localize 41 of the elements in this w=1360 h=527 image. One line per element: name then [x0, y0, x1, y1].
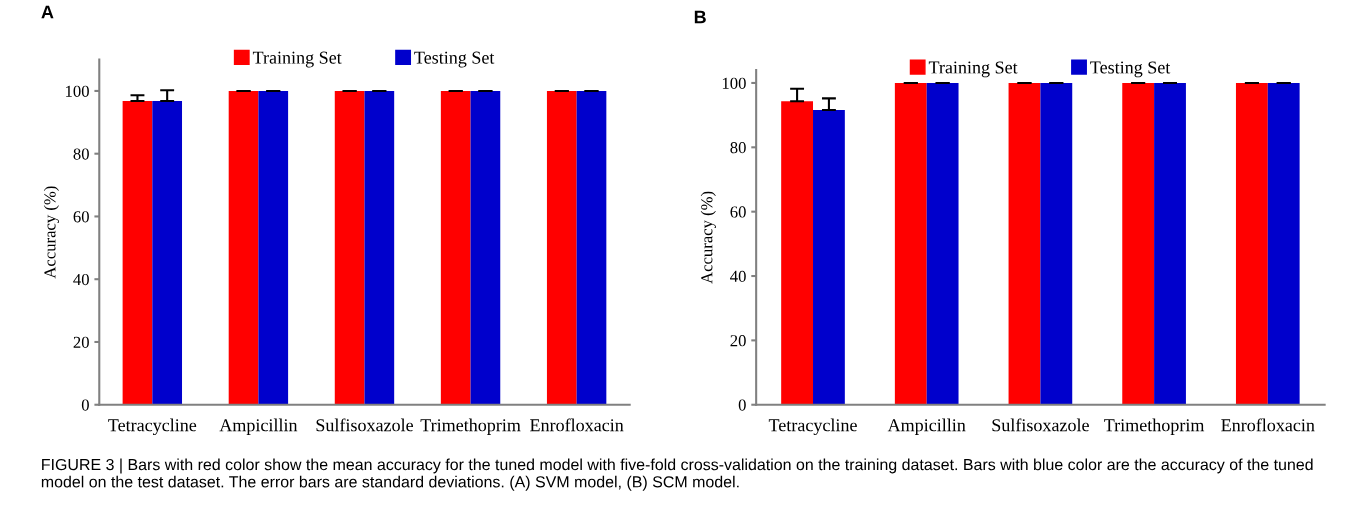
y-tick-label: 40 [730, 270, 746, 282]
chart-title: B [694, 10, 706, 24]
legend-label: Training Set [252, 51, 342, 68]
bar [781, 101, 814, 405]
x-tick-label: Trimethoprim [1104, 418, 1205, 435]
bar [1040, 82, 1073, 405]
bar [894, 82, 927, 405]
y-tick-label: 0 [738, 399, 746, 411]
y-tick-label: 20 [73, 336, 89, 348]
y-tick-label: 40 [73, 273, 89, 286]
y-tick-label: 100 [722, 77, 746, 89]
x-tick-label: Enrofloxacin [1221, 418, 1315, 432]
chart-title: A [41, 5, 54, 19]
x-tick-label: Trimethoprim [420, 418, 521, 435]
x-tick-label: Sulfisoxazole [316, 418, 413, 432]
y-tick-label: 20 [730, 335, 746, 347]
caption: FIGURE 3 | Bars with red color show the mean accuracy for the tuned model with five-fold cross-validation on the training dataset. Bars with blue color are the accuracy of the tuned model on the test dataset. The error bars are standard deviations. (A) SVM model, (B) SCM model. [41, 458, 1313, 491]
x-tick-label: Tetracycline [108, 418, 197, 436]
y-tick-label: 80 [73, 148, 89, 160]
bar [1235, 82, 1268, 405]
legend-label: Testing Set [414, 51, 495, 68]
y-axis-title: Accuracy (%) [700, 191, 716, 284]
bar [1122, 82, 1155, 405]
legend-label: Testing Set [1090, 61, 1171, 78]
bar [1267, 82, 1300, 405]
x-tick-label: Sulfisoxazole [992, 418, 1089, 432]
y-tick-label: 60 [73, 211, 89, 223]
bar [1154, 82, 1186, 405]
y-tick-label: 0 [81, 399, 89, 411]
y-tick-label: 80 [730, 142, 746, 154]
y-tick-label: 60 [730, 206, 746, 218]
x-tick-label: Ampicillin [887, 418, 966, 435]
bar [926, 82, 959, 405]
x-tick-label: Enrofloxacin [530, 418, 624, 432]
x-tick-label: Tetracycline [768, 418, 857, 436]
legend-label: Training Set [928, 61, 1018, 78]
bar [1008, 82, 1041, 405]
x-tick-label: Ampicillin [219, 418, 298, 435]
y-axis-title: Accuracy (%) [43, 186, 59, 279]
y-tick-label: 100 [66, 85, 89, 97]
bar [813, 109, 845, 405]
